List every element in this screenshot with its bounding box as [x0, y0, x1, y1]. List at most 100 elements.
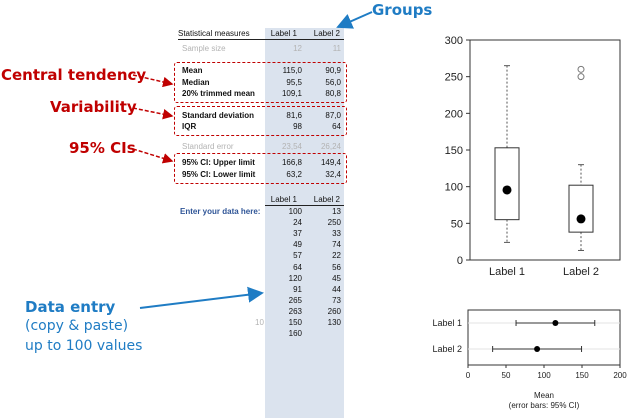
std-dev-value-2: 87,0	[325, 111, 341, 120]
x-tick-label: 200	[613, 371, 627, 380]
median-value-1: 95,5	[286, 78, 302, 87]
iqr-value-1: 98	[293, 122, 302, 131]
x-category-label: Label 1	[489, 266, 525, 278]
data-cell-2[interactable]: 130	[327, 318, 341, 327]
data-cell-2[interactable]: 73	[332, 295, 341, 305]
data-cell-2[interactable]: 56	[332, 262, 341, 272]
x-tick-label: 0	[466, 371, 471, 380]
mean-value-1: 115,0	[282, 66, 302, 75]
data-cell-1[interactable]: 150	[288, 318, 302, 327]
ci-category-label: Label 2	[432, 344, 462, 354]
data-cell-2[interactable]: 260	[327, 306, 341, 316]
data-cell-2[interactable]: 33	[332, 229, 341, 239]
y-tick-label: 300	[445, 35, 463, 47]
table-title: Statistical measures	[178, 29, 250, 38]
data-cell-1[interactable]: 49	[293, 240, 302, 250]
data-cell-1[interactable]: 263	[288, 306, 302, 316]
data-entry-column-shade	[265, 28, 344, 418]
iqr-label: IQR	[182, 122, 197, 131]
x-axis-title: Mean	[534, 391, 554, 400]
ci-upper-value-2: 149,4	[320, 158, 341, 167]
ci-plot-frame	[467, 309, 621, 366]
x-axis-subtitle: (error bars: 95% CI)	[509, 401, 580, 410]
x-tick-label: 50	[502, 371, 511, 380]
mean-point-1	[552, 320, 559, 326]
ci-lower-value-2: 32,4	[325, 170, 341, 179]
median-marker-1	[502, 185, 512, 195]
mean-value-2: 90,9	[325, 66, 341, 75]
sample-size-value-2: 11	[332, 44, 341, 53]
groups-annotation: Groups	[372, 1, 433, 19]
data-cell-1[interactable]: 120	[288, 273, 302, 283]
data-entry-annotation-line2: (copy & paste)	[25, 318, 129, 334]
std-error-value-2: 26,24	[320, 142, 341, 151]
ci-box	[174, 153, 347, 184]
central-tendency-arrow	[132, 74, 174, 88]
ci-annotation: 95% CIs	[69, 139, 136, 157]
std-dev-value-1: 81,6	[286, 111, 302, 120]
trimmed-mean-value-2: 80,8	[325, 89, 341, 98]
ci-category-label: Label 1	[432, 318, 462, 328]
groups-arrow	[336, 11, 373, 29]
data-cell-2[interactable]: 74	[332, 240, 341, 250]
variability-annotation: Variability	[50, 98, 137, 116]
y-tick-label: 100	[445, 182, 463, 194]
y-tick-label: 150	[445, 145, 463, 157]
std-dev-label: Standard deviation	[182, 111, 255, 120]
y-tick-label: 200	[445, 108, 463, 120]
mean-ci-chart: Label 1 Label 2 0 50 100 150 200 Mean(error bar…	[432, 309, 627, 410]
data-cell-1[interactable]: 100	[288, 207, 302, 216]
variability-box	[174, 106, 347, 136]
row-marker: 10	[255, 318, 264, 327]
x-tick-label: 100	[537, 371, 551, 380]
data-cell-2[interactable]: 13	[332, 207, 341, 216]
x-category-label: Label 2	[563, 266, 599, 278]
median-label: Median	[182, 78, 210, 87]
entry-header-label-2: Label 2	[313, 195, 340, 204]
data-cell-1[interactable]: 37	[293, 229, 302, 239]
median-value-2: 56,0	[325, 78, 341, 87]
iqr-value-2: 64	[332, 122, 341, 131]
header-label-1: Label 1	[270, 29, 297, 38]
median-marker-2	[576, 214, 586, 224]
outlier-point	[577, 65, 585, 73]
box-2	[568, 184, 594, 233]
data-cell-2[interactable]: 22	[332, 251, 341, 261]
ci-lower-value-1: 63,2	[286, 170, 302, 179]
trimmed-mean-value-1: 109,1	[281, 89, 302, 98]
plot-frame	[469, 39, 621, 261]
mean-label: Mean	[182, 66, 203, 75]
ci-upper-value-1: 166,8	[281, 158, 302, 167]
data-cell-1[interactable]: 64	[293, 262, 302, 272]
y-tick-label: 250	[445, 72, 463, 84]
data-cell-1[interactable]: 91	[293, 284, 302, 294]
x-tick-label: 150	[575, 371, 589, 380]
sample-size-value-1: 12	[293, 44, 302, 53]
ci-arrow	[132, 148, 174, 164]
entry-header-underline	[265, 205, 344, 206]
std-error-label: Standard error	[182, 142, 234, 151]
data-entry-annotation-title: Data entry	[25, 298, 116, 316]
data-cell-1[interactable]: 265	[288, 295, 302, 305]
trimmed-mean-label: 20% trimmed mean	[182, 89, 255, 98]
data-cell-2[interactable]: 250	[327, 218, 341, 228]
entry-prompt: Enter your data here:	[180, 207, 261, 216]
mean-point-2	[534, 346, 541, 352]
variability-arrow	[132, 107, 174, 120]
ci-lower-label: 95% CI: Lower limit	[182, 170, 256, 179]
y-tick-label: 0	[457, 255, 463, 267]
box-1	[494, 147, 520, 221]
central-tendency-annotation: Central tendency	[1, 66, 147, 84]
sample-size-label: Sample size	[182, 44, 226, 53]
box-plot-chart: 0 50 100 150 200 250 300 Label 1 Label 2	[445, 35, 621, 278]
y-tick-label: 50	[451, 218, 463, 230]
data-cell-1[interactable]: 24	[293, 218, 302, 228]
outlier-point	[577, 73, 585, 81]
data-cell-1[interactable]: 160	[288, 329, 302, 339]
data-cell-1[interactable]: 57	[293, 251, 302, 261]
data-entry-annotation-line3: up to 100 values	[25, 338, 143, 354]
std-error-value-1: 23,54	[281, 142, 302, 151]
data-cell-2[interactable]: 45	[332, 273, 341, 283]
data-cell-2[interactable]: 44	[332, 284, 341, 294]
